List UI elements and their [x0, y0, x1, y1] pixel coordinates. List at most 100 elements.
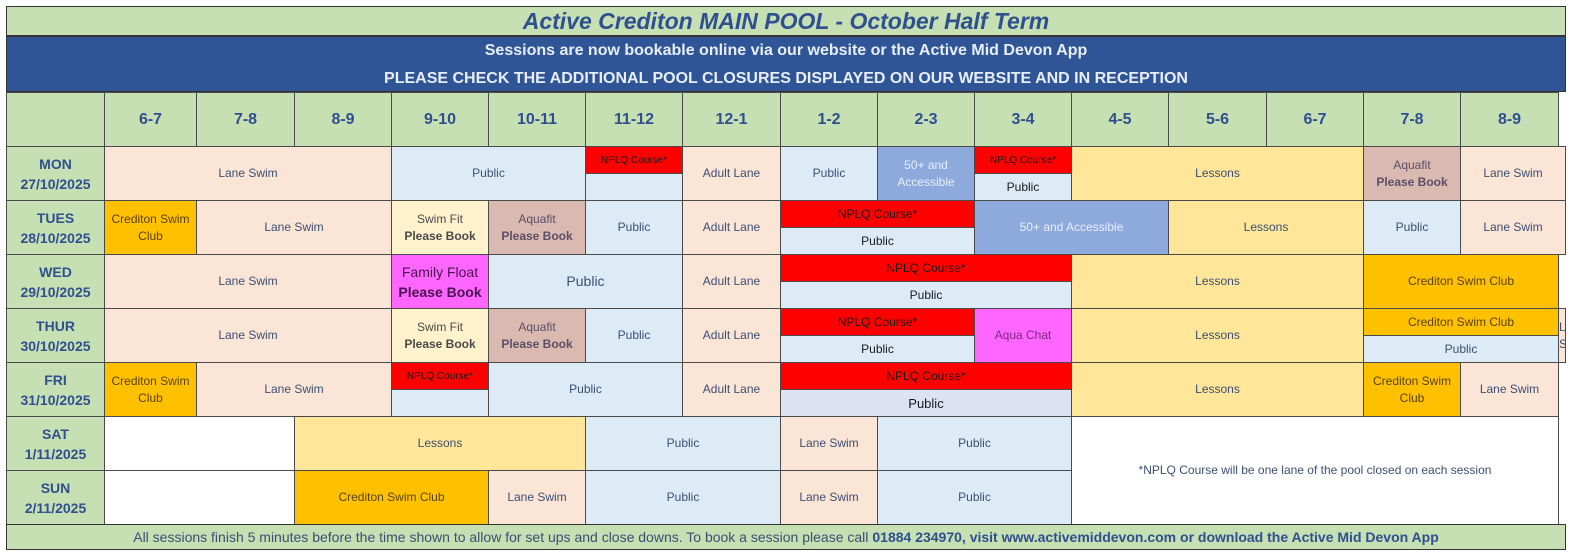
session-crediton-swim-club: Crediton Swim Club — [1363, 308, 1559, 336]
time-header-row: 6-7 7-8 8-9 9-10 10-11 11-12 12-1 1-2 2-… — [6, 92, 1566, 147]
session-lane-swim: Lane Swim — [196, 200, 392, 255]
footer-text: All sessions finish 5 minutes before the… — [133, 529, 869, 545]
time-header: 6-7 — [104, 92, 197, 147]
time-header: 8-9 — [1460, 92, 1559, 147]
time-header: 11-12 — [585, 92, 683, 147]
time-header: 12-1 — [682, 92, 781, 147]
session-lane-swim: Lane Swim — [780, 416, 878, 471]
time-header: 6-7 — [1266, 92, 1364, 147]
session-public: Public — [585, 470, 781, 525]
session-public: Public — [488, 362, 683, 417]
day-label-tue: TUES 28/10/2025 — [6, 200, 105, 255]
session-adult-lane: Adult Lane — [682, 200, 781, 255]
session-lane-swim: Lane Swim — [780, 470, 878, 525]
session-lessons: Lessons — [294, 416, 586, 471]
session-crediton-swim-club: Crediton Swim Club — [294, 470, 489, 525]
session-adult-lane: Adult Lane — [682, 362, 781, 417]
day-label-sun: SUN 2/11/2025 — [6, 470, 105, 525]
session-lessons: Lessons — [1071, 362, 1364, 417]
session-public: Public — [585, 200, 683, 255]
session-nplq-course: NPLQ Course* — [780, 200, 975, 228]
session-aqua-chat: Aqua Chat — [974, 308, 1072, 363]
session-lane-swim: Lane Swim — [104, 254, 392, 309]
session-public: Public — [780, 227, 975, 255]
time-header: 2-3 — [877, 92, 975, 147]
time-header: 10-11 — [488, 92, 586, 147]
session-public — [391, 389, 489, 417]
session-public: Public — [974, 173, 1072, 201]
corner-cell — [6, 92, 105, 147]
session-aquafit: Aquafit Please Book — [488, 200, 586, 255]
session-public: Public — [488, 254, 683, 309]
empty-slot — [104, 470, 295, 525]
banner-line-booking: Sessions are now bookable online via our… — [484, 42, 1088, 59]
session-nplq-course: NPLQ Course* — [780, 362, 1072, 390]
session-public — [585, 173, 683, 201]
session-lane-swim: Lane Swim — [1460, 362, 1559, 417]
session-lane-swim: Lane Swim — [1558, 308, 1566, 363]
session-family-float: Family Float Please Book — [391, 254, 489, 309]
empty-slot — [104, 416, 295, 471]
session-nplq-course: NPLQ Course* — [780, 308, 975, 336]
session-lane-swim: Lane Swim — [196, 362, 392, 417]
session-public: Public — [877, 470, 1072, 525]
session-nplq-course: NPLQ Course* — [585, 146, 683, 174]
time-header: 1-2 — [780, 92, 878, 147]
session-lane-swim: Lane Swim — [104, 146, 392, 201]
timetable-grid: 6-7 7-8 8-9 9-10 10-11 11-12 12-1 1-2 2-… — [6, 92, 1566, 525]
session-lessons: Lessons — [1168, 200, 1364, 255]
time-header: 9-10 — [391, 92, 489, 147]
session-lane-swim: Lane Swim — [1460, 146, 1566, 201]
session-lane-swim: Lane Swim — [104, 308, 392, 363]
info-banner: Sessions are now bookable online via our… — [6, 36, 1566, 92]
day-label-wed: WED 29/10/2025 — [6, 254, 105, 309]
nplq-footnote: *NPLQ Course will be one lane of the poo… — [1071, 416, 1559, 525]
day-label-sat: SAT 1/11/2025 — [6, 416, 105, 471]
time-header: 7-8 — [1363, 92, 1461, 147]
day-label-fri: FRI 31/10/2025 — [6, 362, 105, 417]
day-label-mon: MON 27/10/2025 — [6, 146, 105, 201]
time-header: 4-5 — [1071, 92, 1169, 147]
session-crediton-swim-club: Crediton Swim Club — [1363, 254, 1559, 309]
session-nplq-course: NPLQ Course* — [780, 254, 1072, 282]
session-lane-swim: Lane Swim — [488, 470, 586, 525]
time-header: 5-6 — [1168, 92, 1267, 147]
session-crediton-swim-club: Crediton Swim Club — [1363, 362, 1461, 417]
session-adult-lane: Adult Lane — [682, 146, 781, 201]
session-lessons: Lessons — [1071, 254, 1364, 309]
session-nplq-course: NPLQ Course* — [391, 362, 489, 390]
footer-info: All sessions finish 5 minutes before the… — [6, 524, 1566, 550]
page-title: Active Crediton MAIN POOL - October Half… — [6, 6, 1566, 36]
session-public: Public — [1363, 200, 1461, 255]
footer-contact: 01884 234970, visit www.activemiddevon.c… — [872, 529, 1439, 545]
banner-line-closures: PLEASE CHECK THE ADDITIONAL POOL CLOSURE… — [384, 70, 1188, 87]
session-swim-fit: Swim Fit Please Book — [391, 308, 489, 363]
session-public: Public — [585, 308, 683, 363]
session-crediton-swim-club: Crediton Swim Club — [104, 362, 197, 417]
time-header: 7-8 — [196, 92, 295, 147]
session-adult-lane: Adult Lane — [682, 254, 781, 309]
session-public: Public — [391, 146, 586, 201]
session-lane-swim: Lane Swim — [1460, 200, 1566, 255]
session-aquafit: Aquafit Please Book — [1363, 146, 1461, 201]
session-lessons: Lessons — [1071, 146, 1364, 201]
session-nplq-course: NPLQ Course* — [974, 146, 1072, 174]
session-swim-fit: Swim Fit Please Book — [391, 200, 489, 255]
session-public: Public — [1363, 335, 1559, 363]
session-aquafit: Aquafit Please Book — [488, 308, 586, 363]
day-label-thu: THUR 30/10/2025 — [6, 308, 105, 363]
session-public: Public — [877, 416, 1072, 471]
session-lessons: Lessons — [1071, 308, 1364, 363]
session-public: Public — [780, 389, 1072, 417]
session-public: Public — [780, 281, 1072, 309]
session-public: Public — [585, 416, 781, 471]
timetable-sheet: Active Crediton MAIN POOL - October Half… — [6, 6, 1566, 550]
time-header: 3-4 — [974, 92, 1072, 147]
time-header: 8-9 — [294, 92, 392, 147]
session-public: Public — [780, 146, 878, 201]
session-crediton-swim-club: Crediton Swim Club — [104, 200, 197, 255]
session-public: Public — [780, 335, 975, 363]
session-adult-lane: Adult Lane — [682, 308, 781, 363]
session-fifty-plus: 50+ and Accessible — [877, 146, 975, 201]
session-fifty-plus: 50+ and Accessible — [974, 200, 1169, 255]
